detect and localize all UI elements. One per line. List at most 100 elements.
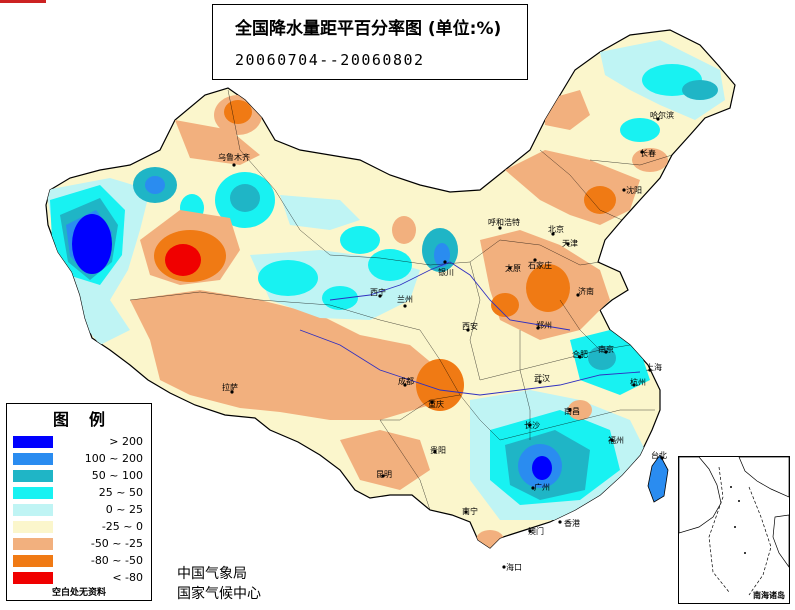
legend-range-label: 25 ~ 50: [98, 486, 143, 499]
city-guiyang: 贵阳: [430, 445, 446, 455]
region-dry: [476, 530, 504, 548]
city-guangzhou: 广州: [534, 482, 550, 492]
legend-range-label: -50 ~ -25: [90, 537, 143, 550]
city-lanzhou: 兰州: [397, 294, 413, 304]
city-fuzhou: 福州: [608, 436, 624, 445]
legend-row: > 200: [13, 435, 145, 449]
legend-range-label: < -80: [112, 571, 143, 584]
city-zhengzhou: 郑州: [536, 320, 552, 330]
legend-row: 50 ~ 100: [13, 469, 145, 483]
region-wet: [258, 260, 318, 296]
city-marker: [403, 304, 407, 308]
city-harbin: 哈尔滨: [650, 110, 674, 120]
legend-swatch: [13, 538, 53, 550]
legend-note: 空白处无资料: [51, 588, 106, 598]
city-xian: 西安: [462, 321, 478, 331]
inset-label: 南海诸岛: [753, 591, 785, 600]
city-marker: [502, 565, 506, 569]
city-markers: [230, 117, 664, 569]
city-shijiazhuang: 石家庄: [528, 260, 552, 270]
city-taiyuan: 太原: [505, 263, 521, 273]
region-wet: [322, 286, 358, 310]
region-dry: [340, 430, 430, 490]
legend-swatch: [13, 572, 53, 584]
map-title: 全国降水量距平百分率图 (单位:%): [235, 19, 502, 39]
map-period: 20060704--20060802: [235, 51, 425, 69]
city-changsha: 长沙: [524, 420, 540, 430]
agency-name-ncc: 国家气候中心: [177, 586, 261, 602]
city-marker: [443, 260, 447, 264]
region-dry: [175, 120, 260, 165]
region-dry: [632, 148, 668, 172]
region-wet: [682, 80, 718, 100]
city-marker: [648, 368, 652, 372]
city-marker: [622, 188, 626, 192]
region-wet: [588, 346, 616, 370]
legend-swatch: [13, 521, 53, 533]
city-macau: 澳门: [528, 526, 544, 536]
legend: 图例 > 200 100 ~ 200 50 ~ 100 25 ~ 50 0 ~ 25 -2…: [6, 403, 152, 601]
city-shenyang: 沈阳: [626, 185, 642, 195]
city-marker: [660, 456, 664, 460]
city-haikou: 海口: [506, 562, 522, 572]
legend-swatch: [13, 453, 53, 465]
legend-range-label: 50 ~ 100: [91, 469, 143, 482]
legend-range-label: 0 ~ 25: [105, 503, 143, 516]
south-china-sea-inset: 南海诸岛: [678, 456, 790, 604]
city-marker: [466, 328, 470, 332]
region-dry: [526, 264, 570, 312]
legend-row: < -80: [13, 571, 145, 585]
legend-range-label: -80 ~ -50: [90, 554, 143, 567]
city-marker: [656, 117, 660, 121]
city-marker: [640, 150, 644, 154]
city-marker: [578, 355, 582, 359]
region-dry: [224, 100, 252, 124]
city-marker: [566, 242, 570, 246]
city-marker: [528, 423, 532, 427]
city-tianjin: 天津: [562, 238, 578, 248]
city-marker: [610, 438, 614, 442]
region-wet: [620, 118, 660, 142]
legend-swatch: [13, 487, 53, 499]
city-hefei: 合肥: [572, 349, 588, 359]
city-hangzhou: 杭州: [630, 377, 646, 387]
city-urumqi: 乌鲁木齐: [218, 152, 250, 162]
city-marker: [528, 529, 532, 533]
region-dry: [130, 290, 440, 420]
legend-title: 图例: [52, 410, 125, 429]
city-nanchang: 南昌: [564, 406, 580, 416]
rivers: [299, 261, 641, 396]
legend-range-label: > 200: [109, 435, 143, 448]
region-wet: [230, 184, 260, 212]
city-shanghai: 上海: [646, 362, 662, 372]
legend-swatch: [13, 504, 53, 516]
legend-swatch: [13, 470, 53, 482]
city-wuhan: 武汉: [534, 373, 550, 383]
legend-row: -80 ~ -50: [13, 554, 145, 568]
city-marker: [232, 163, 236, 167]
city-jinan: 济南: [578, 286, 594, 296]
corner-mark: [0, 0, 46, 3]
legend-row: 100 ~ 200: [13, 452, 145, 466]
city-nanning: 南宁: [462, 506, 478, 516]
title-box: 全国降水量距平百分率图 (单位:%) 20060704--20060802: [212, 4, 528, 80]
city-marker: [531, 486, 535, 490]
city-marker: [604, 350, 608, 354]
legend-row: 0 ~ 25: [13, 503, 145, 517]
inset-map: [678, 456, 790, 596]
taiwan-island: [647, 454, 669, 503]
region-dry: [416, 359, 464, 411]
city-marker: [568, 408, 572, 412]
city-marker: [464, 510, 468, 514]
city-marker: [498, 226, 502, 230]
city-hohhot: 呼和浩特: [488, 217, 520, 227]
city-marker: [403, 383, 407, 387]
city-labels: 乌鲁木齐 拉萨 西宁 兰州 银川 呼和浩特 北京 天津 石家庄 太原 济南 郑州…: [218, 110, 674, 572]
legend-swatch: [13, 436, 53, 448]
city-nanjing: 南京: [598, 344, 614, 354]
city-kunming: 昆明: [376, 470, 392, 479]
city-marker: [632, 383, 636, 387]
city-marker: [230, 390, 234, 394]
legend-range-label: 100 ~ 200: [84, 452, 143, 465]
